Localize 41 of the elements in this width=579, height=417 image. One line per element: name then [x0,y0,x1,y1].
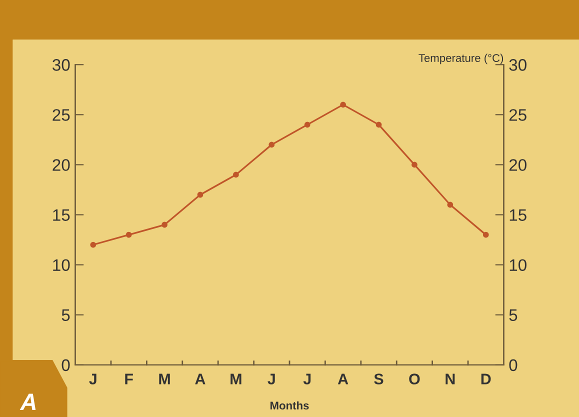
y-tick-label: 15 [53,209,70,221]
x-tick-label: S [374,374,384,384]
x-tick-label: J [89,374,96,384]
x-tick-label: F [125,374,133,384]
y-tick-label: 25 [52,109,70,121]
point [447,202,454,208]
x-tick-label: A [338,374,348,384]
x-tick-label: J [268,374,275,384]
x-tick-label: M [230,374,242,384]
y-tick-label: 30 [52,59,70,71]
y2-tick-label: 15 [510,209,526,221]
x-tick-label: O [409,374,420,384]
point [376,122,382,128]
text: A [20,394,36,410]
point [340,102,346,108]
y-tick-label: 0 [62,359,70,372]
y2-tick-label: 10 [510,259,526,271]
point [90,242,96,248]
point [232,172,239,178]
y2-tick-label: 20 [509,159,526,171]
x-tick-label: J [303,374,311,384]
x-tick-label: D [481,374,491,384]
point [126,232,132,238]
x-tick-label: M [159,374,170,384]
x-axis-title: Months [270,401,309,410]
point [412,162,418,168]
y-tick-label: 10 [53,259,70,271]
y2-tick-label: 5 [509,309,518,322]
y2-axis-title: Temperature (°C) [418,54,504,64]
y-tick-label: 5 [62,309,70,322]
point [162,222,168,228]
x-tick-label: N [446,374,455,384]
y2-tick-label: 30 [509,59,526,71]
x-tick-label: A [195,374,206,384]
y-tick-label: 20 [52,159,70,171]
point [268,142,275,148]
point [197,192,204,198]
point [482,232,489,238]
y2-tick-label: 25 [509,109,526,121]
point [304,122,310,128]
y2-tick-label: 0 [509,359,518,372]
